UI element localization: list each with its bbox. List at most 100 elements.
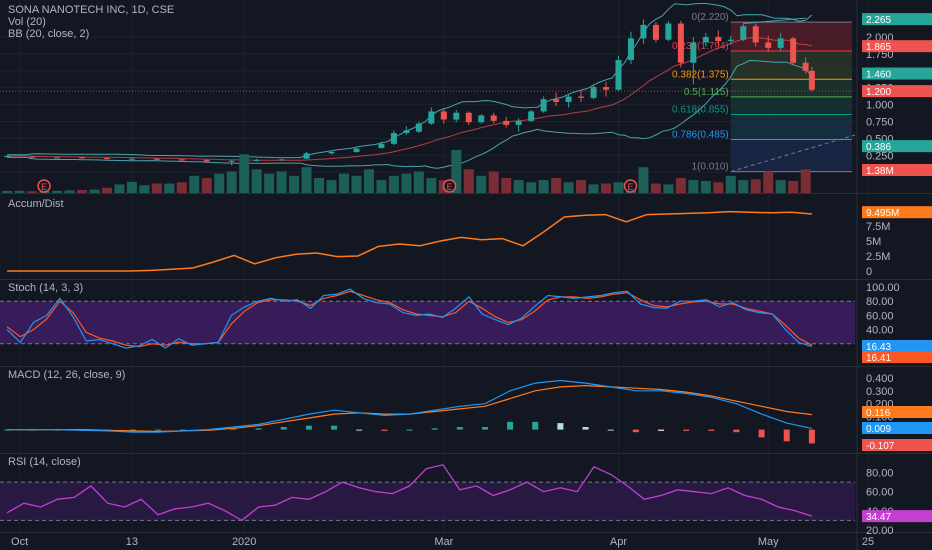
candle-body[interactable] (665, 23, 672, 40)
candle-body[interactable] (103, 158, 110, 160)
volume-bar (52, 190, 63, 193)
candle-body[interactable] (465, 112, 472, 123)
candle-body[interactable] (578, 96, 585, 98)
macd-histogram-bar (381, 429, 388, 431)
stoch-legend[interactable]: Stoch (14, 3, 3) (8, 282, 84, 294)
earnings-marker-icon[interactable] (442, 179, 457, 193)
fib-zone (730, 139, 852, 172)
macd-histogram-bar (180, 429, 187, 431)
candle-body[interactable] (652, 24, 659, 40)
candle-body[interactable] (478, 115, 485, 123)
macd-line (7, 379, 813, 433)
bb-legend[interactable]: BB (20, close, 2) (8, 28, 90, 40)
candle-body[interactable] (727, 39, 734, 42)
accum-legend[interactable]: Accum/Dist (8, 198, 64, 210)
candle-body[interactable] (790, 38, 797, 63)
price-badge-bg (862, 67, 932, 80)
candle-body[interactable] (565, 96, 572, 102)
candle-body[interactable] (528, 111, 535, 121)
candle-body[interactable] (453, 112, 460, 120)
candle-body[interactable] (328, 151, 335, 154)
macd-histogram-bar (230, 428, 237, 430)
candle-body[interactable] (29, 156, 36, 158)
candle-body[interactable] (715, 37, 722, 42)
macd-histogram-bar (607, 429, 614, 431)
candle-body[interactable] (178, 159, 185, 161)
candle-body[interactable] (590, 87, 597, 98)
candle-body[interactable] (253, 160, 260, 162)
volume-bar (638, 167, 649, 193)
candle-body[interactable] (777, 38, 784, 48)
candle-body[interactable] (128, 158, 135, 160)
symbol-title[interactable]: SONA NANOTECH INC, 1D, CSE (8, 4, 175, 16)
candle-body[interactable] (378, 143, 385, 148)
volume-bar (239, 154, 250, 193)
candle-body[interactable] (428, 111, 435, 124)
main-legend: SONA NANOTECH INC, 1D, CSE Vol (20) BB (… (8, 4, 174, 40)
candle-body[interactable] (4, 156, 11, 158)
volume-bar (126, 181, 137, 193)
candle-body[interactable] (702, 37, 709, 43)
macd-badge: 0.009 (866, 424, 891, 435)
volume-bar (725, 175, 736, 193)
volume-bar (750, 179, 761, 193)
candle-body[interactable] (752, 26, 759, 43)
candle-body[interactable] (490, 115, 497, 121)
macd-histogram-bar (406, 429, 413, 431)
candle-body[interactable] (540, 99, 547, 112)
macd-histogram-bar (683, 429, 690, 431)
macd-tick-label: 0.300 (866, 386, 894, 398)
volume-legend[interactable]: Vol (20) (8, 16, 46, 28)
rsi-badge: 34.47 (866, 512, 891, 523)
candle-body[interactable] (403, 130, 410, 134)
rsi-line (6, 464, 813, 522)
candle-body[interactable] (802, 62, 809, 71)
fib-zone (730, 96, 852, 115)
candle-body[interactable] (765, 42, 772, 48)
volume-bar (251, 169, 262, 193)
candle-body[interactable] (228, 160, 235, 162)
candle-body[interactable] (677, 23, 684, 63)
candle-body[interactable] (640, 24, 647, 39)
candle-body[interactable] (503, 120, 510, 125)
rsi-legend[interactable]: RSI (14, close) (8, 456, 81, 468)
stoch-d-badge-bg (862, 351, 932, 363)
volume-bar (788, 180, 799, 193)
candle-body[interactable] (54, 157, 61, 159)
candle-body[interactable] (808, 70, 815, 90)
candle-body[interactable] (390, 133, 397, 144)
candle-body[interactable] (440, 111, 447, 120)
earnings-marker-icon[interactable] (623, 179, 638, 193)
volume-bar (413, 171, 424, 193)
candle-body[interactable] (153, 158, 160, 160)
candle-body[interactable] (615, 60, 622, 90)
price-badge: 0.386 (866, 142, 891, 153)
macd-histogram-bar (431, 428, 438, 430)
bb-upper-tail (743, 17, 806, 25)
macd-legend[interactable]: MACD (12, 26, close, 9) (8, 369, 126, 381)
volume-bar (264, 173, 275, 193)
candle-body[interactable] (553, 99, 560, 102)
candle-body[interactable] (78, 157, 85, 159)
volume-bar (301, 167, 312, 193)
candle-body[interactable] (303, 153, 310, 159)
earnings-marker-icon[interactable] (37, 179, 51, 193)
candle-body[interactable] (627, 38, 634, 61)
candle-body[interactable] (278, 159, 285, 161)
candle-body[interactable] (690, 42, 697, 63)
candle-body[interactable] (740, 26, 747, 40)
candle-body[interactable] (203, 160, 210, 162)
candle-body[interactable] (515, 120, 522, 125)
candle-body[interactable] (353, 148, 360, 152)
accum-badge-bg (862, 206, 932, 219)
macd-histogram-bar (783, 429, 790, 442)
volume-bar (675, 177, 686, 193)
stoch-tick-label: 60.00 (866, 310, 894, 322)
candle-body[interactable] (603, 87, 610, 90)
macd-histogram-bar (155, 429, 162, 431)
stoch-k-line (6, 288, 813, 349)
candle-body[interactable] (415, 123, 422, 132)
stoch-k-badge: 16.43 (866, 342, 891, 353)
volume-bar (139, 185, 150, 193)
